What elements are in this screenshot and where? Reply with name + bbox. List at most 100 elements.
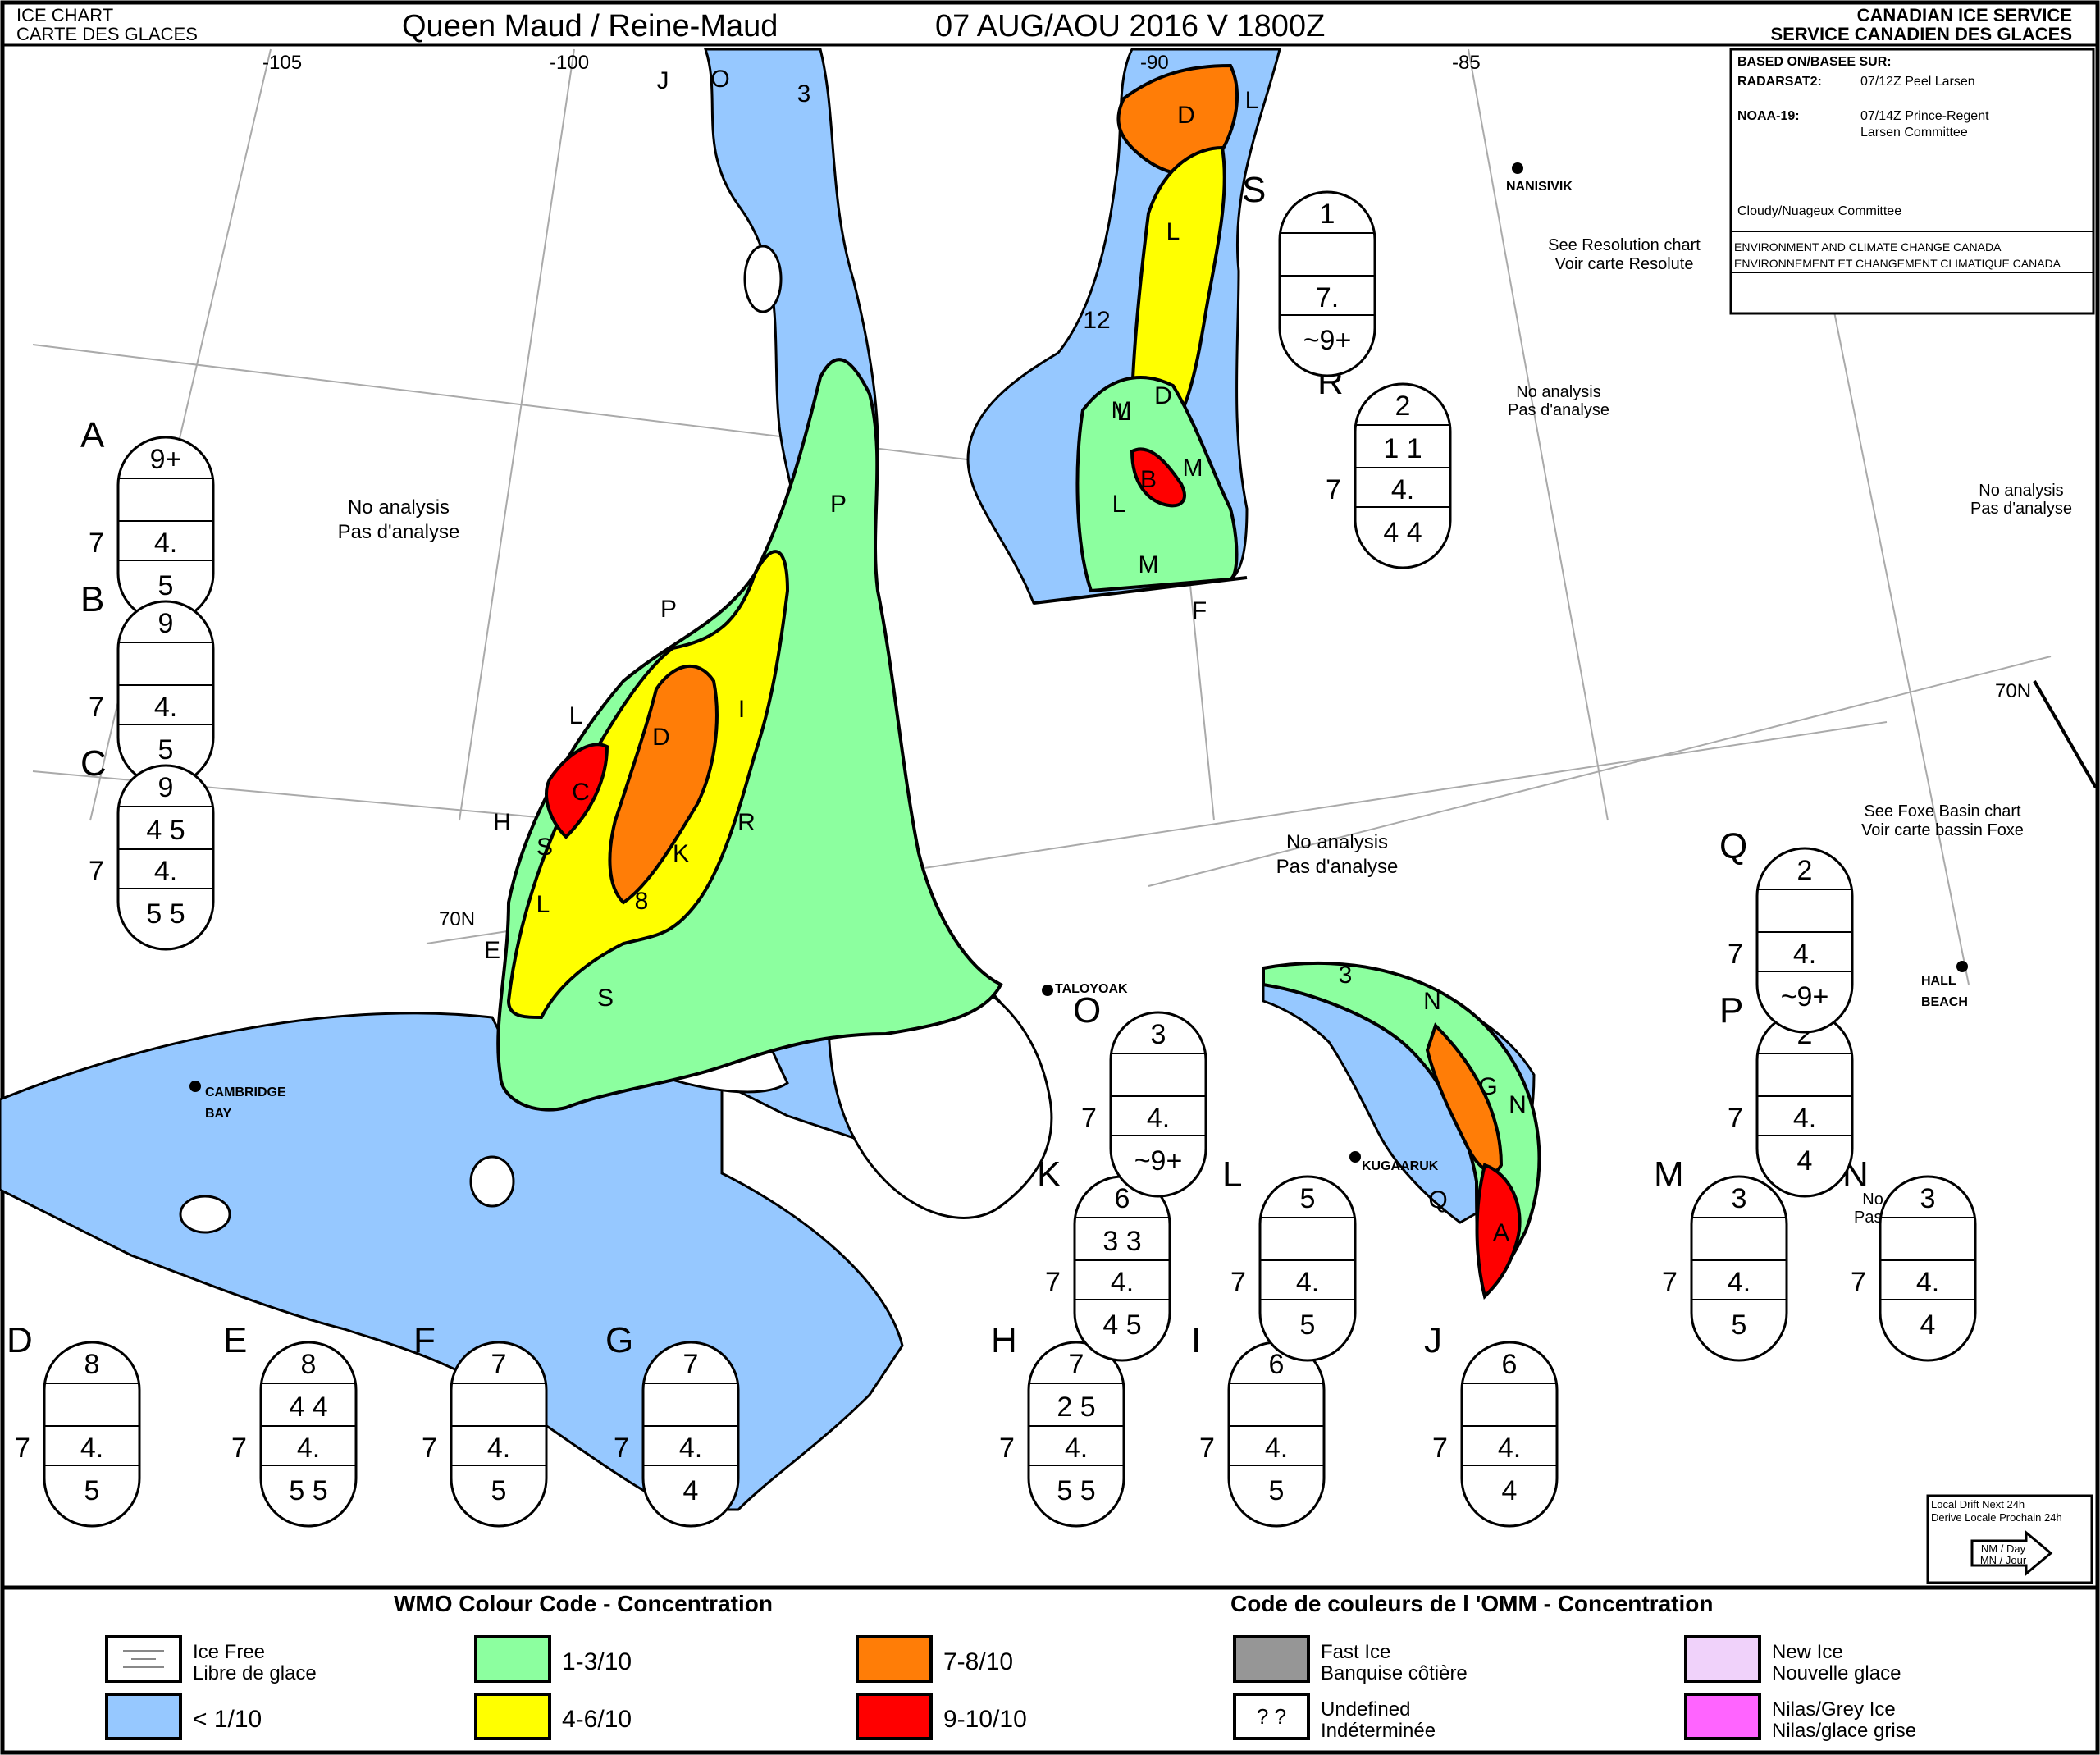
egg-stage: 4. xyxy=(487,1433,510,1464)
egg-letter: J xyxy=(1424,1320,1442,1360)
place-hall: HALL xyxy=(1921,974,1956,988)
drift-box: Local Drift Next 24h Derive Locale Proch… xyxy=(1926,1494,2093,1584)
region-label: J xyxy=(657,67,669,94)
chart-date: 07 AUG/AOU 2016 V 1800Z xyxy=(935,9,1325,43)
region-label: G xyxy=(1478,1073,1497,1100)
note-line1: No analysis xyxy=(1286,831,1388,853)
egg-stage: 7. xyxy=(1316,282,1339,313)
ice-polygons xyxy=(496,63,1541,1300)
legend-item: 9-10/10 xyxy=(856,1693,1027,1740)
egg-stage-old: 7 xyxy=(1081,1103,1097,1134)
drift-arrow-icon xyxy=(1970,1529,2053,1577)
island xyxy=(179,1195,231,1234)
egg-stage: 4. xyxy=(1265,1433,1288,1464)
legend-swatch xyxy=(1233,1693,1310,1740)
legend-swatch xyxy=(474,1635,551,1683)
place-taloyoak: TALOYOAK xyxy=(1055,982,1128,996)
egg-stage-old: 7 xyxy=(89,856,104,887)
note-line1: No analysis xyxy=(1516,383,1600,401)
egg-partial: 3 3 xyxy=(1102,1226,1141,1257)
egg-form: 5 xyxy=(1269,1475,1285,1506)
longitude-label: -105 xyxy=(262,52,302,74)
island xyxy=(469,1155,515,1208)
region-label: P xyxy=(830,491,847,518)
egg-stage: 4. xyxy=(1728,1267,1751,1298)
legend-item: 1-3/10 xyxy=(474,1635,632,1683)
egg-code-g: G 7 7 4. 4 xyxy=(605,1320,740,1528)
egg-stage: 4. xyxy=(1065,1433,1088,1464)
egg-code-k: K 6 3 3 7 4. 4 5 xyxy=(1037,1154,1171,1362)
egg-stage: 4. xyxy=(1147,1103,1170,1134)
note-line2: Pas d'analyse xyxy=(1970,500,2072,518)
egg-letter: A xyxy=(80,415,105,455)
egg-total: 3 xyxy=(1920,1183,1936,1214)
egg-code-h: H 7 2 5 7 4. 5 5 xyxy=(991,1320,1125,1528)
note-line1: No analysis xyxy=(348,496,450,519)
egg-stage-old: 7 xyxy=(1728,1103,1743,1134)
region-label: I xyxy=(738,696,745,723)
egg-form: 5 xyxy=(158,734,174,766)
env-fr: ENVIRONNEMENT ET CHANGEMENT CLIMATIQUE C… xyxy=(1734,257,2061,270)
latitude-label: 70N xyxy=(439,908,475,930)
region-label: B xyxy=(1140,466,1157,493)
region-label: L xyxy=(1245,87,1259,114)
egg-total: 6 xyxy=(1115,1183,1130,1214)
egg-letter: B xyxy=(80,579,104,619)
egg-code-n: N37 4.4 xyxy=(1842,1154,1977,1362)
note-line2: Pas d'analyse xyxy=(1276,856,1399,878)
longitude-label: -85 xyxy=(1452,52,1481,74)
legend-label: Undefined xyxy=(1321,1698,1410,1721)
source-detail-1: 07/12Z Peel Larsen xyxy=(1860,75,1975,89)
place-cambridge: CAMBRIDGE xyxy=(205,1085,286,1099)
egg-letter: P xyxy=(1719,990,1743,1031)
drift-line2: Derive Locale Prochain 24h xyxy=(1931,1511,2062,1524)
region-red-a xyxy=(1475,1163,1522,1300)
legend-label: Indéterminée xyxy=(1321,1720,1436,1742)
cloudy-note: Cloudy/Nuageux Committee xyxy=(1737,204,1901,218)
legend-label: 7-8/10 xyxy=(943,1648,1013,1675)
place-beach: BEACH xyxy=(1921,995,1968,1009)
based-on-label: BASED ON/BASEE SUR: xyxy=(1737,55,1892,69)
legend-label: 4-6/10 xyxy=(562,1706,632,1733)
region-label: D xyxy=(1177,102,1195,129)
source-detail-2a: 07/14Z Prince-Regent xyxy=(1860,109,1989,123)
note-line2: Pas d'analyse xyxy=(338,521,460,543)
egg-stage-old: 7 xyxy=(15,1433,30,1464)
egg-code-o: O 3 7 4. ~9+ xyxy=(1073,990,1208,1198)
region-label: K xyxy=(673,840,689,867)
legend-item: 4-6/10 xyxy=(474,1693,632,1740)
egg-code-c: C 9 4 5 7 4. 5 5 xyxy=(80,743,215,951)
egg-form: 4 5 xyxy=(1102,1309,1141,1341)
egg-form: 4 xyxy=(1920,1309,1936,1341)
drift-unit1: NM / Day xyxy=(1981,1542,2026,1555)
egg-code-p: P27 4.4 xyxy=(1719,990,1854,1198)
region-label: D xyxy=(652,724,670,751)
egg-form: 5 xyxy=(158,570,174,601)
egg-letter: O xyxy=(1073,990,1101,1031)
egg-letter: H xyxy=(991,1320,1017,1360)
egg-stage-old: 7 xyxy=(1662,1267,1678,1298)
egg-total: 7 xyxy=(1069,1349,1084,1380)
legend-label: Fast Ice xyxy=(1321,1641,1390,1663)
region-red-b xyxy=(1130,447,1186,508)
egg-code-r: R21 17 4.4 4 xyxy=(1317,362,1452,569)
egg-total: 1 xyxy=(1320,199,1335,230)
legend-swatch xyxy=(1233,1635,1310,1683)
legend-swatch xyxy=(1684,1635,1761,1683)
egg-code-a: A 9+ 7 4. 5 xyxy=(80,415,215,623)
egg-total: 2 xyxy=(1395,391,1411,422)
egg-form: ~9+ xyxy=(1303,325,1352,356)
egg-stage: 4. xyxy=(154,528,177,559)
egg-code-i: I 6 7 4. 5 xyxy=(1191,1320,1326,1528)
region-label: L xyxy=(569,702,583,729)
egg-letter: D xyxy=(7,1320,33,1360)
egg-stage-old: 7 xyxy=(1230,1267,1246,1298)
egg-stage: 4. xyxy=(1498,1433,1521,1464)
egg-stage-old: 7 xyxy=(89,528,104,559)
longitude-label: -90 xyxy=(1140,52,1169,74)
island xyxy=(743,245,783,313)
egg-code-m: M 3 7 4. 5 xyxy=(1654,1154,1788,1362)
region-label: D xyxy=(1154,382,1172,409)
egg-form: ~9+ xyxy=(1781,981,1829,1012)
